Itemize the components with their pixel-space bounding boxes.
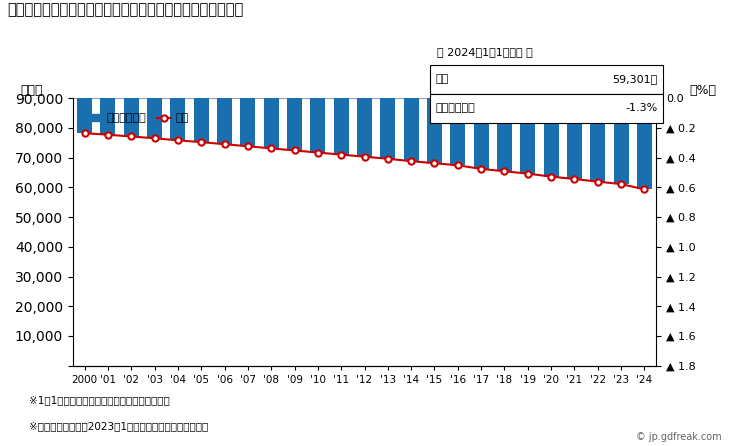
Bar — [194, 98, 208, 142]
Bar — [474, 98, 488, 169]
Text: 八女市の人口の推移　（住民基本台帳ベース、日本人住民）: 八女市の人口の推移 （住民基本台帳ベース、日本人住民） — [7, 2, 243, 17]
Bar — [614, 98, 628, 184]
Bar — [381, 98, 395, 159]
Bar — [404, 98, 418, 161]
Bar — [241, 98, 255, 146]
Bar — [147, 98, 162, 138]
Bar — [637, 98, 652, 190]
Bar — [334, 98, 348, 155]
Bar — [101, 98, 115, 135]
Legend: 対前年増加率, 人口: 対前年増加率, 人口 — [85, 109, 193, 128]
Bar — [497, 98, 512, 171]
Y-axis label: （%）: （%） — [689, 83, 717, 97]
Bar — [590, 98, 605, 182]
Text: ※1月1日時点の外国人を除く日本人住民人口。: ※1月1日時点の外国人を除く日本人住民人口。 — [29, 395, 170, 405]
Bar — [264, 98, 278, 149]
Bar — [451, 98, 465, 165]
Text: 59,301人: 59,301人 — [612, 74, 658, 84]
Bar — [287, 98, 302, 150]
Y-axis label: （人）: （人） — [21, 83, 43, 97]
Text: ※市区町村の場合は2023年1月１日時点の市区町村境界。: ※市区町村の場合は2023年1月１日時点の市区町村境界。 — [29, 421, 208, 431]
Bar — [77, 98, 92, 133]
Bar — [311, 98, 325, 153]
Bar — [427, 98, 442, 163]
Text: 対前年増減率: 対前年増減率 — [436, 103, 476, 113]
Bar — [544, 98, 558, 177]
Bar — [357, 98, 372, 157]
Text: © jp.gdfreak.com: © jp.gdfreak.com — [636, 432, 722, 442]
Text: -1.3%: -1.3% — [625, 103, 658, 113]
Bar — [124, 98, 139, 136]
Bar — [521, 98, 535, 173]
Bar — [567, 98, 582, 179]
Text: 人口: 人口 — [436, 74, 449, 84]
Bar — [217, 98, 232, 144]
Text: 【 2024年1月1日時点 】: 【 2024年1月1日時点 】 — [437, 47, 533, 57]
Bar — [171, 98, 185, 140]
